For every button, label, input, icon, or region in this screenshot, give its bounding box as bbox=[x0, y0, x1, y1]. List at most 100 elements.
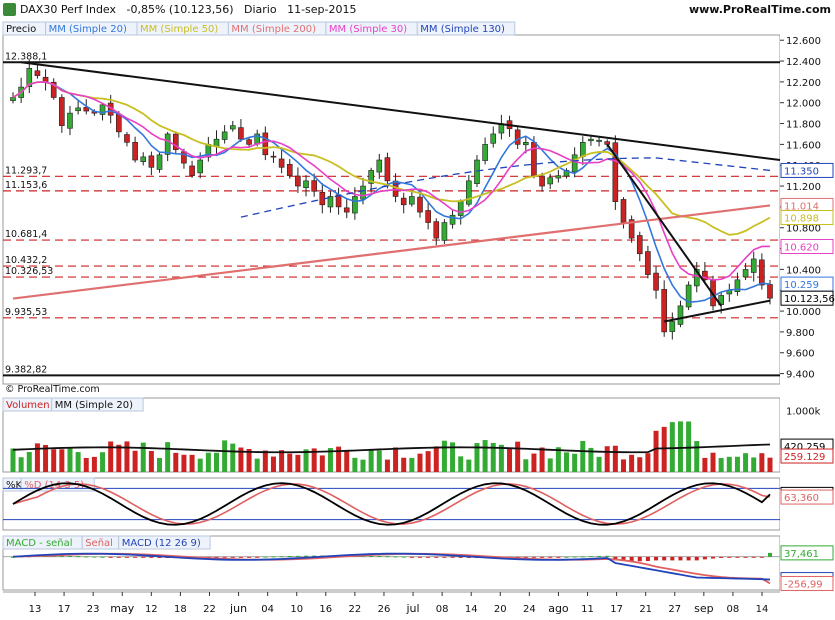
macd-histogram-bar bbox=[531, 556, 536, 558]
macd-histogram-bar bbox=[279, 556, 284, 558]
macd-histogram-bar bbox=[735, 556, 740, 558]
volume-bar bbox=[743, 453, 749, 472]
toolbar-grid-icon[interactable] bbox=[3, 3, 16, 16]
legend-label: MACD - señal bbox=[6, 538, 73, 549]
trendline-down bbox=[21, 61, 781, 162]
volume-bar bbox=[75, 452, 81, 472]
macd-histogram-bar bbox=[312, 555, 317, 557]
volume-bar bbox=[83, 457, 89, 472]
candle-body bbox=[116, 113, 122, 133]
legend-label: MM (Simple 20) bbox=[55, 400, 133, 411]
candle-body bbox=[181, 151, 187, 164]
volume-bar bbox=[108, 441, 114, 472]
candle-body bbox=[677, 305, 684, 325]
volume-bar bbox=[295, 454, 301, 472]
candle-body bbox=[571, 154, 578, 173]
volume-bar bbox=[230, 443, 236, 472]
candle-body bbox=[376, 159, 383, 173]
candle-body bbox=[474, 159, 480, 184]
macd-histogram-bar bbox=[654, 556, 659, 561]
x-tick-label: 12 bbox=[145, 604, 158, 615]
candle-body bbox=[164, 133, 171, 155]
macd-histogram-bar bbox=[287, 556, 292, 558]
candle-body bbox=[34, 70, 41, 76]
volume-bar bbox=[751, 457, 757, 472]
volume-bar bbox=[360, 459, 366, 472]
macd-histogram-bar bbox=[369, 555, 374, 557]
candle-body bbox=[343, 207, 350, 213]
candle-body bbox=[238, 127, 244, 140]
x-tick-label: 16 bbox=[319, 604, 332, 615]
x-tick-label: 22 bbox=[203, 604, 216, 615]
legend-label: Señal bbox=[85, 538, 113, 549]
macd-histogram-bar bbox=[238, 556, 243, 558]
volume-bar bbox=[116, 444, 122, 472]
candle-body bbox=[42, 76, 49, 83]
macd-histogram-bar bbox=[76, 556, 81, 558]
x-tick-label: 14 bbox=[756, 604, 769, 615]
y-tick-label: 12.600 bbox=[786, 36, 821, 47]
y-tick-label: 11.200 bbox=[786, 182, 821, 193]
x-tick-label: 04 bbox=[261, 604, 274, 615]
volume-bar bbox=[59, 449, 65, 472]
macd-histogram-bar bbox=[564, 556, 569, 558]
macd-histogram-bar bbox=[580, 556, 585, 558]
candle-body bbox=[645, 251, 651, 275]
macd-histogram-bar bbox=[222, 556, 227, 558]
level-label: 11.153,6 bbox=[5, 180, 47, 191]
volume-bar bbox=[661, 426, 667, 472]
candle-body bbox=[490, 133, 497, 144]
macd-histogram-bar bbox=[759, 556, 764, 558]
volume-bar bbox=[759, 453, 765, 472]
last-value-box bbox=[780, 545, 834, 561]
macd-histogram-bar bbox=[133, 556, 138, 558]
level-label: 9.382,82 bbox=[5, 364, 47, 375]
volume-bar bbox=[262, 450, 268, 472]
last-value-label: 37,461 bbox=[784, 549, 819, 560]
macd-histogram-bar bbox=[11, 556, 15, 558]
macd-histogram-bar bbox=[271, 556, 276, 558]
volume-bar bbox=[311, 448, 317, 472]
ma20-line bbox=[12, 81, 771, 303]
x-tick-label: 08 bbox=[436, 604, 449, 615]
legend-tag-bg bbox=[118, 535, 211, 550]
macd-histogram-bar bbox=[393, 556, 398, 558]
y-tick-label: 9.400 bbox=[786, 370, 815, 381]
candle-body bbox=[433, 221, 440, 239]
period-label: Diario bbox=[244, 3, 277, 16]
macd-histogram-bar bbox=[67, 555, 72, 557]
legend-label: MACD (12 26 9) bbox=[122, 538, 201, 549]
volume-bar bbox=[710, 452, 716, 472]
macd-histogram-bar bbox=[621, 556, 626, 561]
volume-bar bbox=[238, 447, 244, 472]
candle-body bbox=[400, 197, 407, 206]
volume-bar bbox=[91, 456, 97, 472]
last-value-label: 10.123,56 bbox=[784, 294, 835, 305]
candle-body bbox=[246, 139, 252, 145]
macd-histogram-bar bbox=[141, 556, 146, 558]
level-label: 12.388,1 bbox=[5, 51, 47, 62]
macd-histogram-bar bbox=[263, 556, 268, 558]
y-tick-label: 12.200 bbox=[786, 78, 821, 89]
volume-bar bbox=[124, 441, 130, 472]
price-panel bbox=[2, 34, 781, 385]
candle-body bbox=[221, 131, 228, 140]
macd-histogram-bar bbox=[662, 556, 667, 561]
volume-bar bbox=[425, 451, 431, 472]
level-label: 10.432,2 bbox=[5, 255, 47, 266]
trendline-steep bbox=[606, 143, 722, 307]
legend-label: MM (Simple 20) bbox=[49, 24, 127, 35]
y-tick-label: 11.600 bbox=[786, 140, 821, 151]
macd-histogram-bar bbox=[572, 556, 577, 558]
candle-body bbox=[172, 133, 179, 150]
macd-histogram-bar bbox=[751, 556, 756, 558]
site-url[interactable]: www.ProRealTime.com bbox=[688, 3, 831, 16]
candle-body bbox=[734, 279, 741, 292]
last-value-box bbox=[780, 575, 834, 591]
ma200-line bbox=[12, 204, 771, 300]
x-tick-label: 11 bbox=[581, 604, 594, 615]
volume-bar bbox=[580, 440, 586, 472]
macd-histogram-bar bbox=[450, 556, 455, 558]
macd-histogram-bar bbox=[417, 556, 422, 558]
